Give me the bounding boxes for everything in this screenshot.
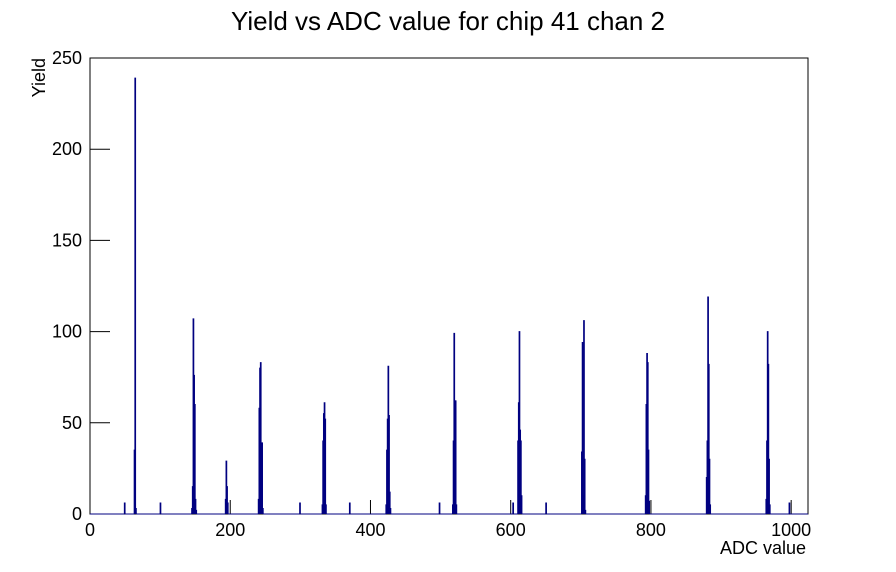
bar [159, 502, 162, 514]
y-tick-label: 150 [52, 230, 82, 250]
bar [708, 458, 711, 514]
y-tick-label: 250 [52, 48, 82, 68]
bar [788, 502, 791, 514]
bar [299, 502, 301, 514]
bar [324, 418, 327, 514]
bar [195, 509, 198, 514]
x-tick-label: 200 [215, 520, 245, 540]
bar [388, 491, 391, 514]
bar [389, 508, 392, 514]
bar [512, 502, 515, 514]
bar [583, 458, 586, 514]
bar [455, 504, 458, 514]
y-tick-label: 200 [52, 139, 82, 159]
y-axis-label: Yield [29, 58, 49, 97]
x-tick-label: 1000 [771, 520, 811, 540]
bar [767, 363, 770, 514]
bar [438, 502, 441, 514]
bar [707, 363, 710, 514]
bar [768, 458, 770, 514]
y-tick-label: 0 [72, 504, 82, 524]
bar [259, 362, 262, 514]
x-tick-label: 800 [636, 520, 666, 540]
bar [226, 486, 228, 514]
x-axis-label: ADC value [720, 538, 806, 558]
y-tick-label: 100 [52, 322, 82, 342]
bar [454, 400, 457, 514]
bar [194, 498, 197, 514]
bar [261, 442, 263, 514]
bar [709, 504, 712, 514]
bar [193, 404, 196, 514]
bar [768, 504, 771, 514]
x-tick-label: 0 [85, 520, 95, 540]
x-tick-label: 400 [355, 520, 385, 540]
bar [226, 502, 229, 514]
bar [584, 509, 587, 514]
chart-title: Yield vs ADC value for chip 41 chan 2 [231, 6, 665, 36]
bar [545, 502, 547, 514]
bar [520, 440, 522, 514]
bar [647, 449, 650, 514]
bar [261, 508, 264, 514]
bar [583, 320, 585, 514]
bar [520, 495, 523, 514]
bar [581, 342, 584, 514]
bar [348, 502, 351, 514]
x-tick-label: 600 [496, 520, 526, 540]
bar [648, 500, 651, 514]
bar [325, 504, 327, 514]
y-tick-label: 50 [62, 413, 82, 433]
bar [135, 508, 137, 514]
bar [123, 502, 126, 514]
bar [388, 415, 390, 514]
bar [646, 362, 649, 514]
bar [134, 77, 137, 514]
bar [518, 331, 521, 514]
